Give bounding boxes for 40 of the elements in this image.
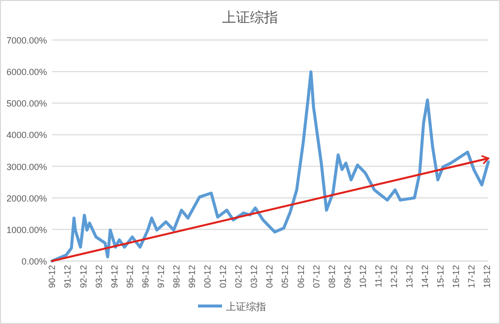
x-tick-label: 92-12 bbox=[78, 265, 88, 288]
x-tick-label: 98-12 bbox=[171, 265, 182, 288]
x-tick-label: 04-12 bbox=[264, 265, 275, 288]
y-tick-label: 4000.00% bbox=[6, 130, 47, 140]
x-tick-label: 08-12 bbox=[326, 265, 337, 288]
x-tick-label: 01-12 bbox=[218, 265, 228, 288]
x-tick-label: 13-12 bbox=[404, 265, 415, 288]
x-tick-label: 96-12 bbox=[140, 265, 150, 288]
x-tick-label: 17-12 bbox=[466, 265, 477, 288]
y-tick-label: 2000.00% bbox=[6, 193, 47, 204]
y-tick-label: 7000.00% bbox=[6, 36, 47, 46]
y-tick-label: 1000.00% bbox=[6, 224, 47, 235]
x-tick-label: 15-12 bbox=[436, 265, 446, 288]
x-tick-label: 12-12 bbox=[388, 265, 399, 288]
x-tick-label: 93-12 bbox=[94, 265, 104, 288]
x-tick-label: 90-12 bbox=[47, 265, 58, 288]
legend-label: 上证综指 bbox=[226, 301, 266, 313]
y-tick-label: 5000.00% bbox=[6, 98, 47, 109]
x-tick-label: 18-12 bbox=[482, 265, 492, 288]
x-tick-label: 94-12 bbox=[109, 265, 120, 288]
x-tick-label: 10-12 bbox=[358, 265, 368, 288]
x-tick-label: 11-12 bbox=[373, 265, 384, 288]
x-tick-label: 07-12 bbox=[311, 265, 322, 288]
x-tick-label: 95-12 bbox=[124, 265, 135, 288]
x-tick-label: 06-12 bbox=[296, 265, 306, 288]
chart-title: 上证综指 bbox=[222, 9, 278, 25]
line-series bbox=[50, 70, 490, 262]
x-tick-label: 91-12 bbox=[62, 265, 73, 288]
x-tick-label: 99-12 bbox=[187, 265, 198, 288]
x-tick-label: 16-12 bbox=[451, 265, 462, 288]
x-tick-label: 97-12 bbox=[156, 265, 166, 288]
y-tick-label: 3000.00% bbox=[6, 162, 47, 172]
y-tick-label: 6000.00% bbox=[6, 67, 47, 78]
x-tick-label: 05-12 bbox=[280, 265, 290, 288]
x-tick-label: 03-12 bbox=[249, 265, 260, 288]
x-tick-label: 00-12 bbox=[202, 265, 213, 288]
x-tick-label: 02-12 bbox=[234, 265, 244, 288]
y-tick-label: 0.00% bbox=[21, 256, 47, 266]
x-tick-label: 09-12 bbox=[342, 265, 352, 288]
x-tick-label: 14-12 bbox=[420, 265, 430, 288]
